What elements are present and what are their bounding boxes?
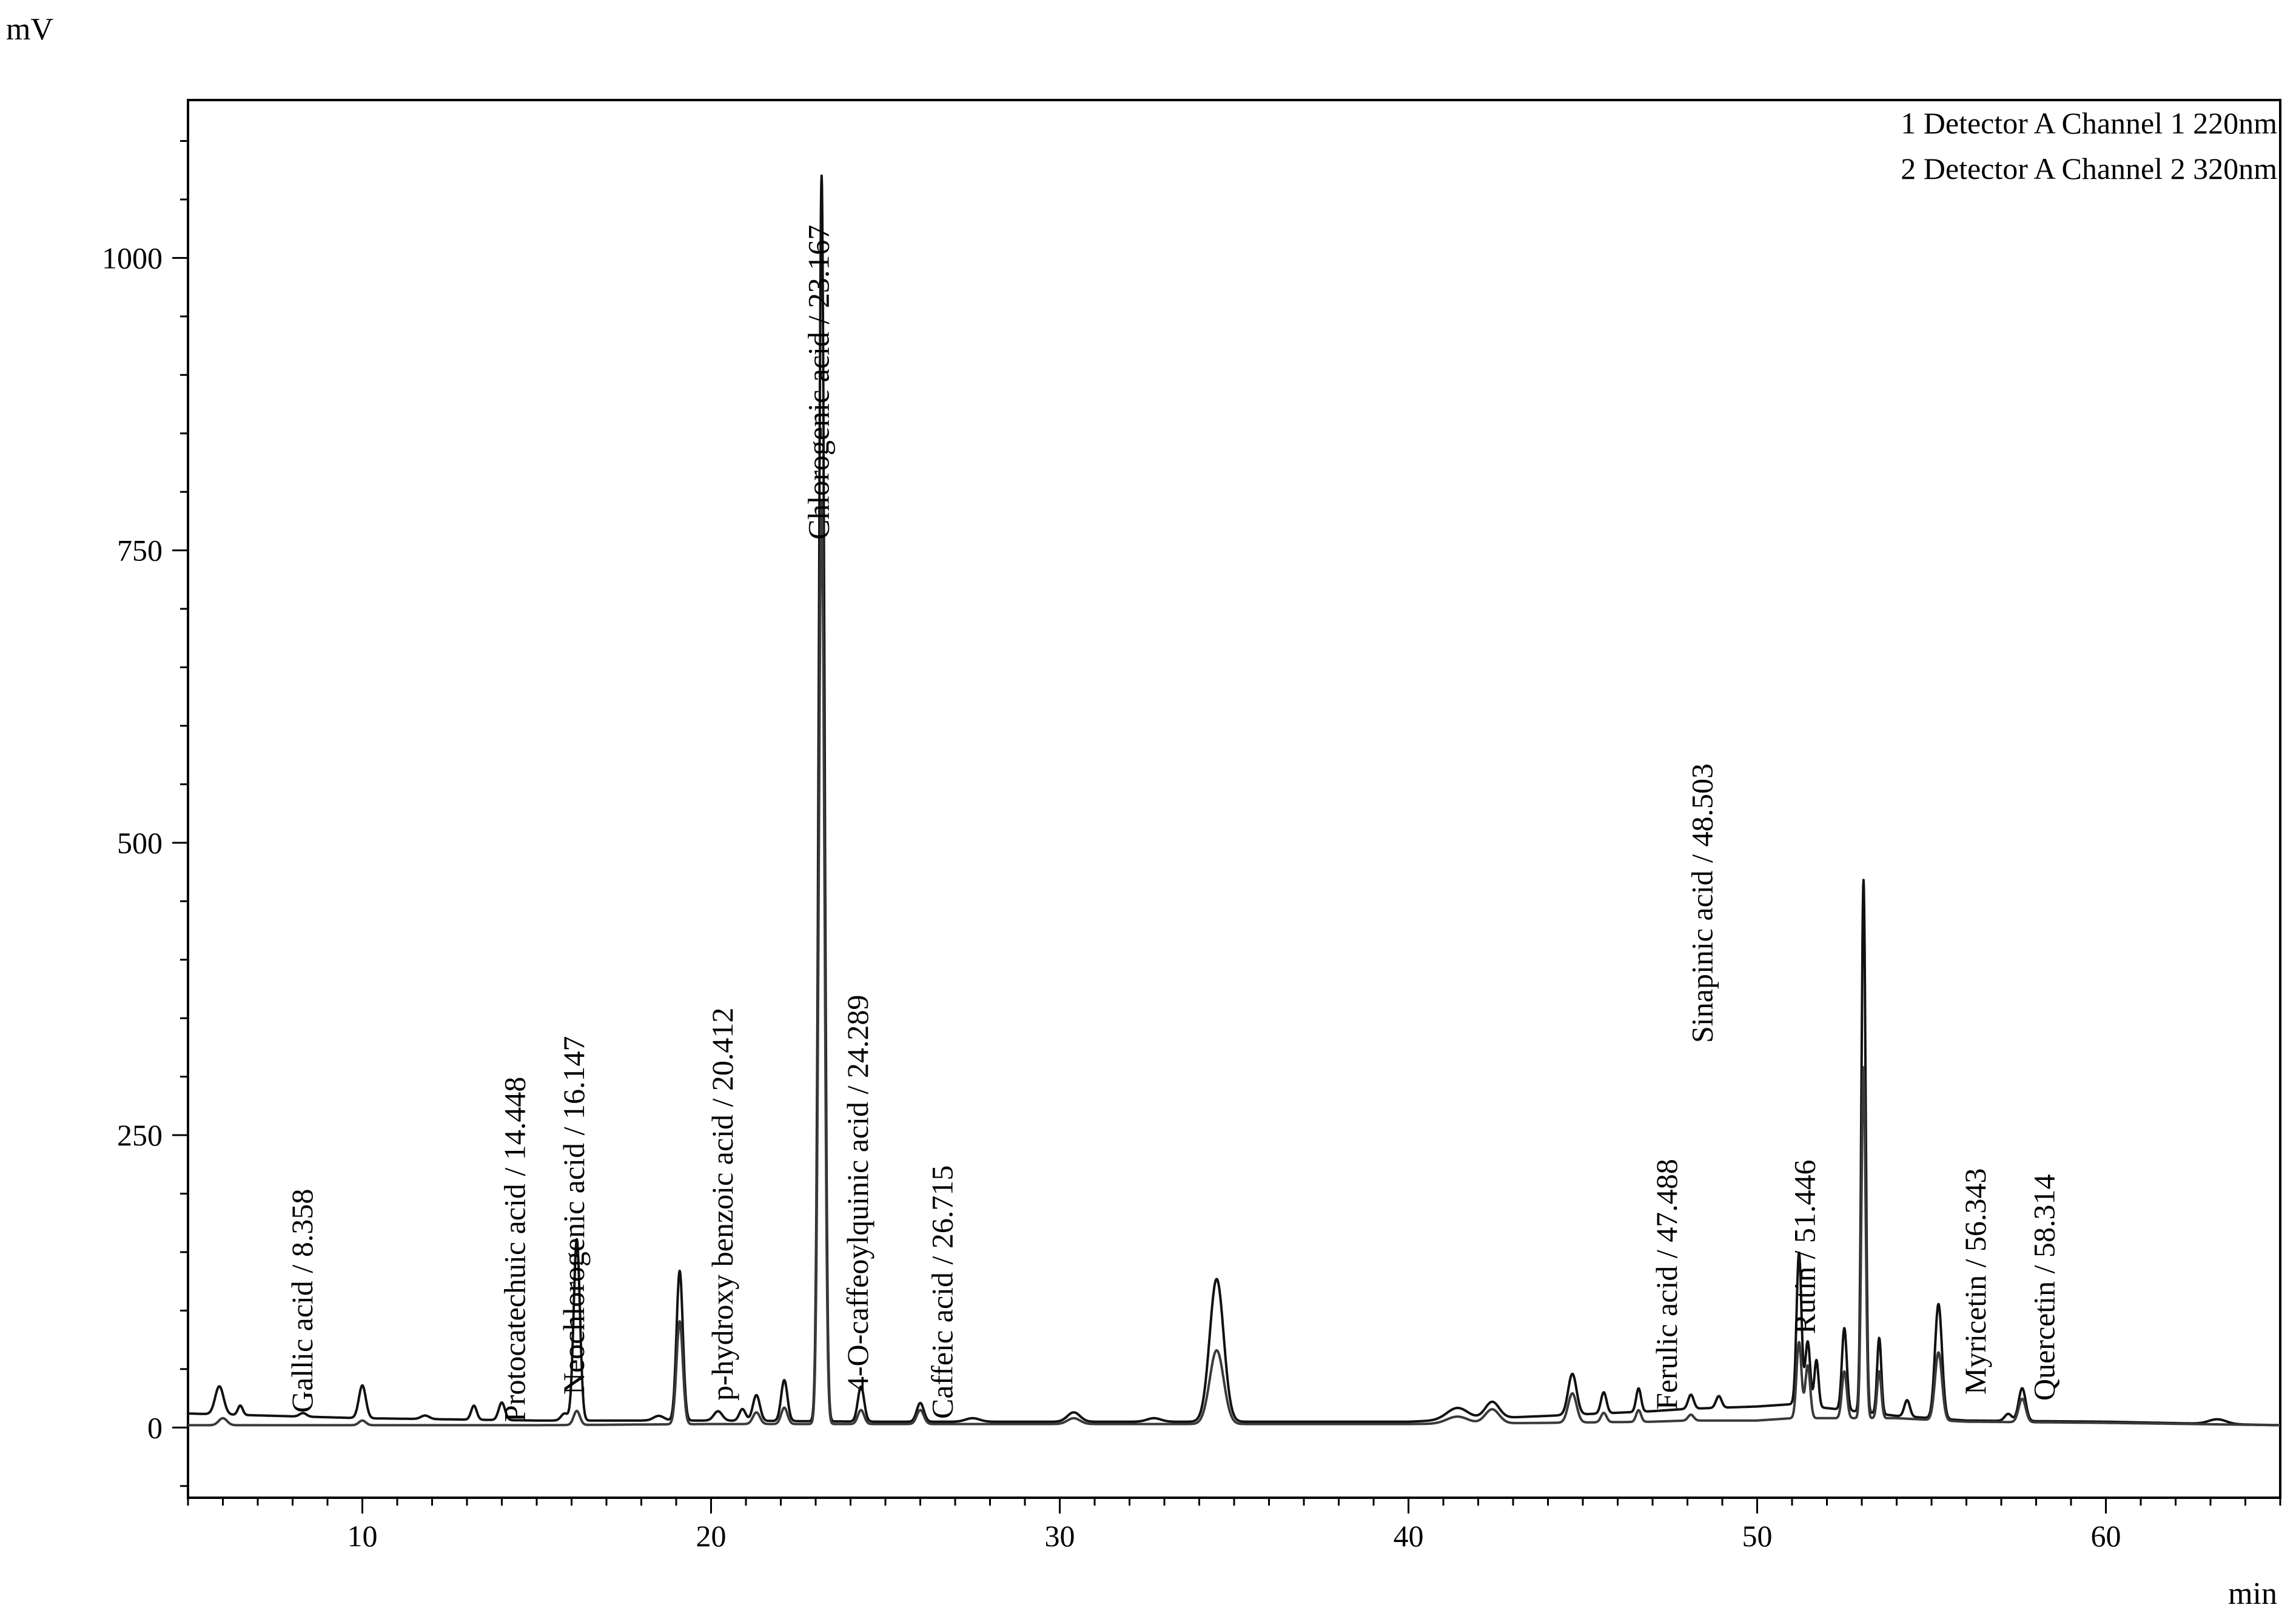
peak-label: Protocatechuic acid / 14.448 — [497, 1077, 531, 1422]
peak-label: Caffeic acid / 26.715 — [925, 1165, 959, 1419]
x-tick-label: 60 — [2091, 1519, 2121, 1553]
y-tick-label: 250 — [117, 1118, 163, 1152]
legend-entry-channel-2: 2 Detector A Channel 2 320nm — [1901, 152, 2277, 186]
y-unit-label: mV — [6, 12, 53, 47]
x-tick-label: 10 — [347, 1519, 378, 1553]
legend-entry-channel-1: 1 Detector A Channel 1 220nm — [1901, 106, 2277, 140]
y-tick-label: 500 — [117, 826, 163, 860]
peak-label: Rutin / 51.446 — [1788, 1159, 1822, 1334]
series-line-channel-2 — [187, 498, 2281, 1427]
peak-label: Ferulic acid / 47.488 — [1650, 1159, 1683, 1410]
peak-label: Myricetin / 56.343 — [1958, 1168, 1992, 1395]
peak-label: Gallic acid / 8.358 — [285, 1189, 319, 1413]
legend: 1 Detector A Channel 1 220nm 2 Detector … — [1901, 106, 2277, 186]
peak-label: Neochlorogenic acid / 16.147 — [557, 1036, 591, 1395]
x-unit-label: min — [2228, 1577, 2277, 1611]
x-tick-label: 50 — [1742, 1519, 1773, 1553]
x-axis: 10 20 30 40 50 60 — [187, 1498, 2281, 1553]
x-tick-label: 20 — [696, 1519, 727, 1553]
x-tick-label: 30 — [1045, 1519, 1075, 1553]
peak-label: Quercetin / 58.314 — [2027, 1174, 2061, 1401]
series-layer — [187, 174, 2281, 1427]
y-tick-label: 750 — [117, 534, 163, 568]
peak-label: p-hydroxy benzoic acid / 20.412 — [705, 1008, 739, 1401]
y-tick-label: 1000 — [102, 241, 163, 275]
peak-label: Chlorogenic acid / 23.167 — [802, 225, 836, 540]
y-axis: 0 250 500 750 1000 — [102, 140, 188, 1487]
peak-annotations: Gallic acid / 8.358 Protocatechuic acid /… — [285, 225, 2061, 1422]
y-tick-label: 0 — [147, 1410, 163, 1444]
peak-label: Sinapinic acid / 48.503 — [1685, 763, 1719, 1043]
peak-label: 4-O-caffeoylquinic acid / 24.289 — [841, 995, 874, 1392]
x-tick-label: 40 — [1394, 1519, 1424, 1553]
